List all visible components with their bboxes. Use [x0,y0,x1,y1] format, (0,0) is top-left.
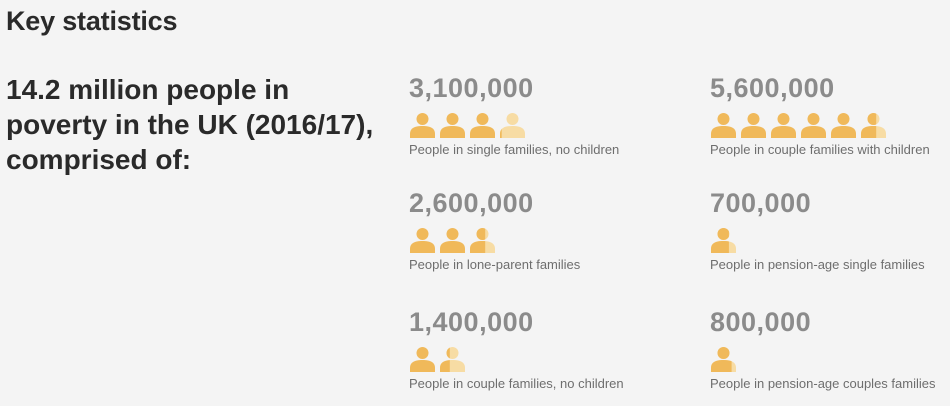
stat-label: People in pension-age single families [710,257,925,272]
person-icons [710,110,950,138]
person-icon [741,113,766,138]
stat-couple-with-children: 5,600,000 People in couple families with… [710,72,950,157]
stat-label: People in lone-parent families [409,257,581,272]
person-icons [409,110,649,138]
person-icon [470,113,495,138]
stat-value: 5,600,000 [710,73,835,103]
summary-text: 14.2 million people in poverty in the UK… [6,74,374,175]
stat-pension-single: 700,000 People in pension-age single fam… [710,187,950,272]
person-icon [470,228,495,253]
person-icon [711,113,736,138]
person-icon [771,113,796,138]
stat-single-no-children: 3,100,000 People in single families, no … [409,72,649,157]
stat-value: 2,600,000 [409,188,534,218]
person-icons [409,344,649,372]
person-icon [410,347,435,372]
page-title: Key statistics [6,6,178,36]
person-icon [500,113,525,138]
stat-label: People in couple families with children [710,142,930,157]
stat-label: People in couple families, no children [409,376,624,391]
person-icon [711,228,736,253]
person-icons [710,344,950,372]
person-icons [710,225,950,253]
person-icon [410,228,435,253]
stat-value: 1,400,000 [409,307,534,337]
person-icon [711,347,736,372]
person-icon [440,228,465,253]
person-icon [410,113,435,138]
stat-label: People in pension-age couples families [710,376,936,391]
person-icon [861,113,886,138]
stat-couple-no-children: 1,400,000 People in couple families, no … [409,306,649,391]
stat-value: 700,000 [710,188,812,218]
person-icon [440,347,465,372]
stat-value: 800,000 [710,307,812,337]
stat-pension-couples: 800,000 People in pension-age couples fa… [710,306,950,391]
stat-label: People in single families, no children [409,142,620,157]
person-icons [409,225,649,253]
person-icon [831,113,856,138]
stat-lone-parent: 2,600,000 People in lone-parent families [409,187,649,272]
person-icon [440,113,465,138]
person-icon [801,113,826,138]
stat-value: 3,100,000 [409,73,534,103]
